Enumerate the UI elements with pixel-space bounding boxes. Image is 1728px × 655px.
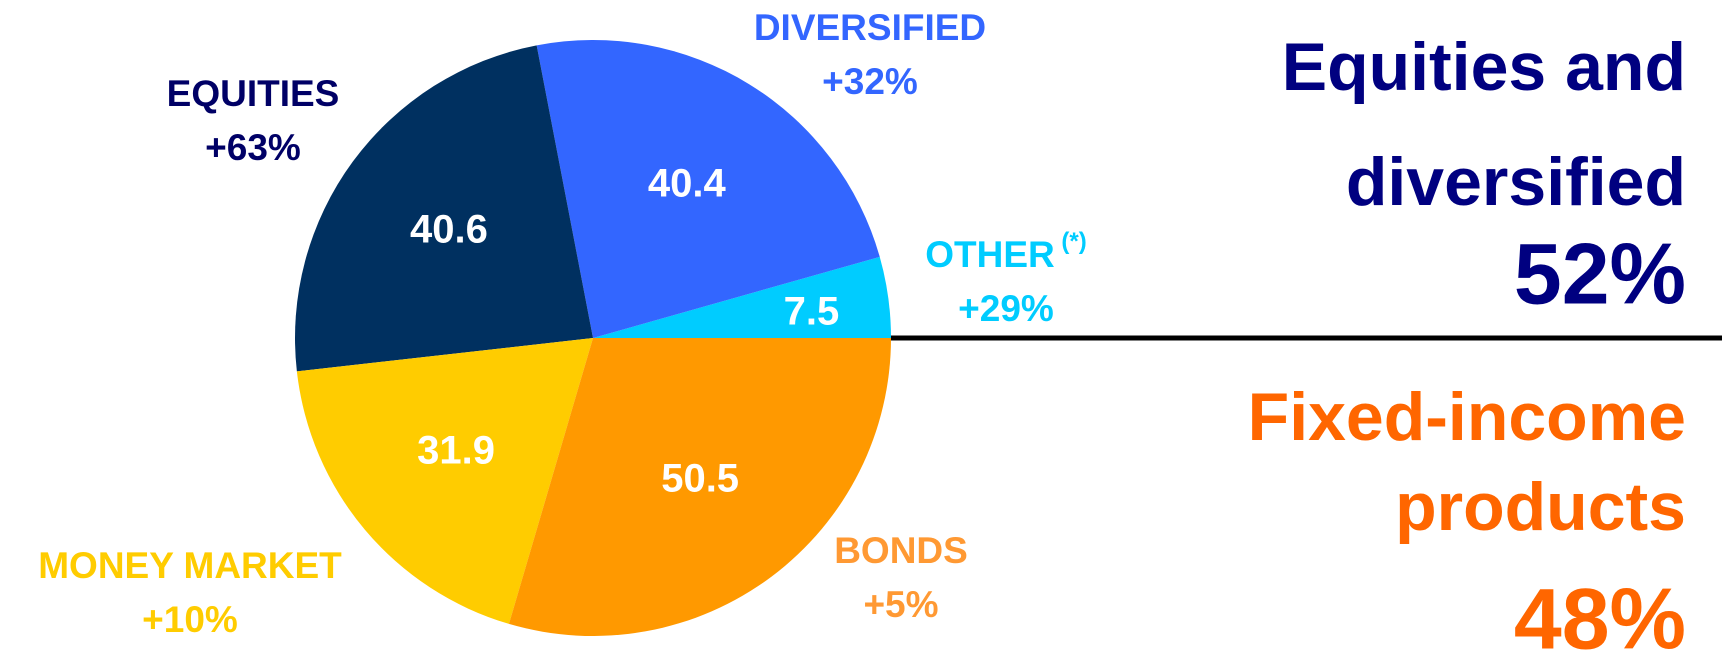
category-name: OTHER [925,234,1055,275]
change-label: +10% [142,599,238,640]
category-label: BONDS [834,530,968,571]
pie-slice [508,338,891,636]
pie-slice [296,338,593,624]
category-name: EQUITIES [167,73,340,114]
pie-slice [294,45,593,372]
summary-share: 52% [1514,227,1686,323]
slice-value-label: 50.5 [661,457,739,501]
category-name: DIVERSIFIED [754,7,986,48]
footnote-mark: (*) [1055,228,1087,255]
summary-label: products [1395,469,1686,545]
summary-share: 48% [1514,572,1686,655]
category-name: BONDS [834,530,968,571]
change-label: +63% [205,127,301,168]
category-name: MONEY MARKET [38,545,342,586]
category-label: EQUITIES [167,73,340,114]
summary-label: diversified [1346,144,1686,220]
slice-value-label: 40.6 [410,208,488,252]
slice-value-label: 40.4 [648,161,727,205]
slice-value-label: 7.5 [784,289,840,333]
change-label: +29% [958,288,1054,329]
change-label: +5% [863,584,938,625]
pie-slice [536,39,880,338]
category-label: OTHER (*) [925,228,1087,274]
summary-label: Equities and [1282,29,1686,105]
pie-slice [593,256,892,338]
category-label: DIVERSIFIED [754,7,986,48]
slice-value-label: 31.9 [417,429,495,473]
summary-label: Fixed-income [1248,379,1686,455]
category-label: MONEY MARKET [38,545,342,586]
change-label: +32% [822,61,918,102]
